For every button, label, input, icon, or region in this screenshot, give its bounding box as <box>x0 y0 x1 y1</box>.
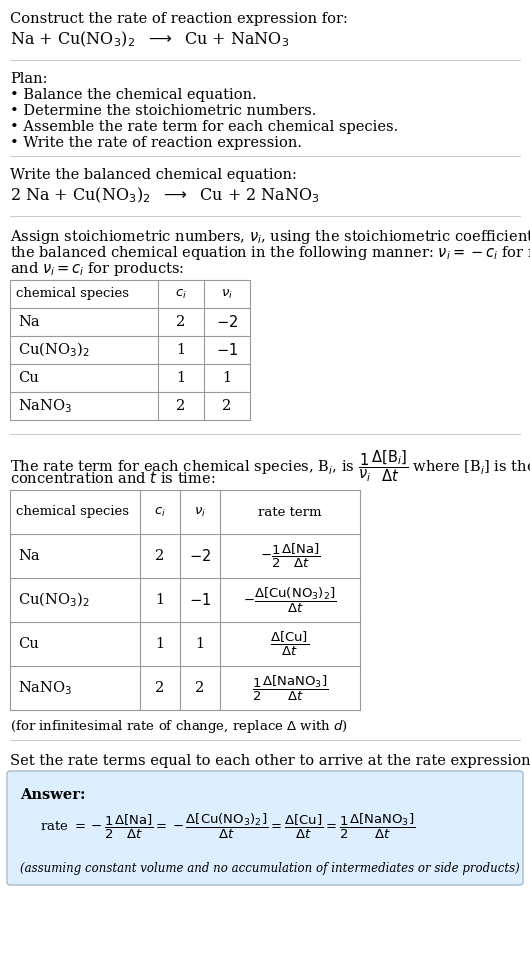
Text: Answer:: Answer: <box>20 788 85 802</box>
Text: 2: 2 <box>223 399 232 413</box>
Text: Cu: Cu <box>18 637 39 651</box>
Text: chemical species: chemical species <box>16 288 129 301</box>
Text: $-1$: $-1$ <box>189 592 211 608</box>
Text: Write the balanced chemical equation:: Write the balanced chemical equation: <box>10 168 297 182</box>
Text: 2: 2 <box>176 399 186 413</box>
Text: 1: 1 <box>176 371 186 385</box>
Text: $-\dfrac{\Delta[\mathrm{Cu(NO_3)_2}]}{\Delta t}$: $-\dfrac{\Delta[\mathrm{Cu(NO_3)_2}]}{\D… <box>243 586 337 615</box>
Text: chemical species: chemical species <box>16 506 129 518</box>
Text: $c_i$: $c_i$ <box>154 506 166 518</box>
FancyBboxPatch shape <box>7 771 523 885</box>
Text: and $\nu_i = c_i$ for products:: and $\nu_i = c_i$ for products: <box>10 260 184 278</box>
Text: (for infinitesimal rate of change, replace $\Delta$ with $d$): (for infinitesimal rate of change, repla… <box>10 718 348 735</box>
Text: Cu(NO$_3$)$_2$: Cu(NO$_3$)$_2$ <box>18 590 90 609</box>
Text: 2: 2 <box>155 681 165 695</box>
Text: $\dfrac{1}{2}\dfrac{\Delta[\mathrm{NaNO_3}]}{\Delta t}$: $\dfrac{1}{2}\dfrac{\Delta[\mathrm{NaNO_… <box>252 673 328 703</box>
Text: Set the rate terms equal to each other to arrive at the rate expression:: Set the rate terms equal to each other t… <box>10 754 530 768</box>
Text: 2: 2 <box>155 549 165 563</box>
Text: $\dfrac{\Delta[\mathrm{Cu}]}{\Delta t}$: $\dfrac{\Delta[\mathrm{Cu}]}{\Delta t}$ <box>270 630 310 658</box>
Text: • Balance the chemical equation.: • Balance the chemical equation. <box>10 88 257 102</box>
Text: $\nu_i$: $\nu_i$ <box>221 288 233 301</box>
Text: the balanced chemical equation in the following manner: $\nu_i = -c_i$ for react: the balanced chemical equation in the fo… <box>10 244 530 262</box>
Text: Na + Cu(NO$_3$)$_2$  $\longrightarrow$  Cu + NaNO$_3$: Na + Cu(NO$_3$)$_2$ $\longrightarrow$ Cu… <box>10 30 289 50</box>
Text: Cu(NO$_3$)$_2$: Cu(NO$_3$)$_2$ <box>18 341 90 359</box>
Text: $\nu_i$: $\nu_i$ <box>194 506 206 518</box>
Text: 2 Na + Cu(NO$_3$)$_2$  $\longrightarrow$  Cu + 2 NaNO$_3$: 2 Na + Cu(NO$_3$)$_2$ $\longrightarrow$ … <box>10 186 320 205</box>
Text: rate $= -\dfrac{1}{2}\dfrac{\Delta[\mathrm{Na}]}{\Delta t} = -\dfrac{\Delta[\mat: rate $= -\dfrac{1}{2}\dfrac{\Delta[\math… <box>40 811 416 840</box>
Text: rate term: rate term <box>258 506 322 518</box>
Text: $-2$: $-2$ <box>216 314 238 330</box>
Text: $-1$: $-1$ <box>216 342 238 358</box>
Text: The rate term for each chemical species, B$_i$, is $\dfrac{1}{\nu_i}\dfrac{\Delt: The rate term for each chemical species,… <box>10 448 530 483</box>
Text: • Determine the stoichiometric numbers.: • Determine the stoichiometric numbers. <box>10 104 316 118</box>
Text: NaNO$_3$: NaNO$_3$ <box>18 397 72 415</box>
Text: 1: 1 <box>196 637 205 651</box>
Text: 1: 1 <box>223 371 232 385</box>
Text: 1: 1 <box>176 343 186 357</box>
Text: 2: 2 <box>196 681 205 695</box>
Text: NaNO$_3$: NaNO$_3$ <box>18 679 72 697</box>
Text: concentration and $t$ is time:: concentration and $t$ is time: <box>10 470 216 486</box>
Text: (assuming constant volume and no accumulation of intermediates or side products): (assuming constant volume and no accumul… <box>20 862 520 875</box>
Text: Assign stoichiometric numbers, $\nu_i$, using the stoichiometric coefficients, $: Assign stoichiometric numbers, $\nu_i$, … <box>10 228 530 246</box>
Text: $-\dfrac{1}{2}\dfrac{\Delta[\mathrm{Na}]}{\Delta t}$: $-\dfrac{1}{2}\dfrac{\Delta[\mathrm{Na}]… <box>260 542 320 570</box>
Text: • Assemble the rate term for each chemical species.: • Assemble the rate term for each chemic… <box>10 120 398 134</box>
Text: Na: Na <box>18 315 40 329</box>
Text: $c_i$: $c_i$ <box>175 288 187 301</box>
Text: Plan:: Plan: <box>10 72 48 86</box>
Text: 1: 1 <box>155 637 164 651</box>
Text: • Write the rate of reaction expression.: • Write the rate of reaction expression. <box>10 136 302 150</box>
Text: Na: Na <box>18 549 40 563</box>
Text: $-2$: $-2$ <box>189 548 211 564</box>
Text: 1: 1 <box>155 593 164 607</box>
Text: 2: 2 <box>176 315 186 329</box>
Text: Construct the rate of reaction expression for:: Construct the rate of reaction expressio… <box>10 12 348 26</box>
Text: Cu: Cu <box>18 371 39 385</box>
